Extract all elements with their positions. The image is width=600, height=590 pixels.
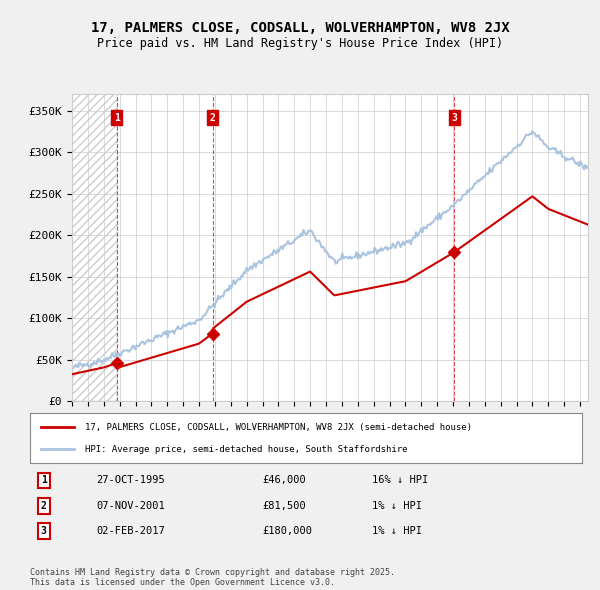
Text: 1: 1	[114, 113, 120, 123]
Text: 17, PALMERS CLOSE, CODSALL, WOLVERHAMPTON, WV8 2JX (semi-detached house): 17, PALMERS CLOSE, CODSALL, WOLVERHAMPTO…	[85, 422, 472, 431]
Text: 3: 3	[452, 113, 457, 123]
Text: 07-NOV-2001: 07-NOV-2001	[96, 501, 165, 511]
Text: 02-FEB-2017: 02-FEB-2017	[96, 526, 165, 536]
Text: HPI: Average price, semi-detached house, South Staffordshire: HPI: Average price, semi-detached house,…	[85, 445, 408, 454]
Text: 27-OCT-1995: 27-OCT-1995	[96, 476, 165, 486]
Text: 2: 2	[41, 501, 47, 511]
Text: 1% ↓ HPI: 1% ↓ HPI	[372, 501, 422, 511]
Text: Price paid vs. HM Land Registry's House Price Index (HPI): Price paid vs. HM Land Registry's House …	[97, 37, 503, 50]
Text: £180,000: £180,000	[262, 526, 312, 536]
Text: 1: 1	[41, 476, 47, 486]
Text: 3: 3	[41, 526, 47, 536]
Text: 1% ↓ HPI: 1% ↓ HPI	[372, 526, 422, 536]
Text: 2: 2	[209, 113, 215, 123]
Text: 16% ↓ HPI: 16% ↓ HPI	[372, 476, 428, 486]
Text: 17, PALMERS CLOSE, CODSALL, WOLVERHAMPTON, WV8 2JX: 17, PALMERS CLOSE, CODSALL, WOLVERHAMPTO…	[91, 21, 509, 35]
Text: Contains HM Land Registry data © Crown copyright and database right 2025.
This d: Contains HM Land Registry data © Crown c…	[30, 568, 395, 587]
Text: £81,500: £81,500	[262, 501, 305, 511]
Text: £46,000: £46,000	[262, 476, 305, 486]
